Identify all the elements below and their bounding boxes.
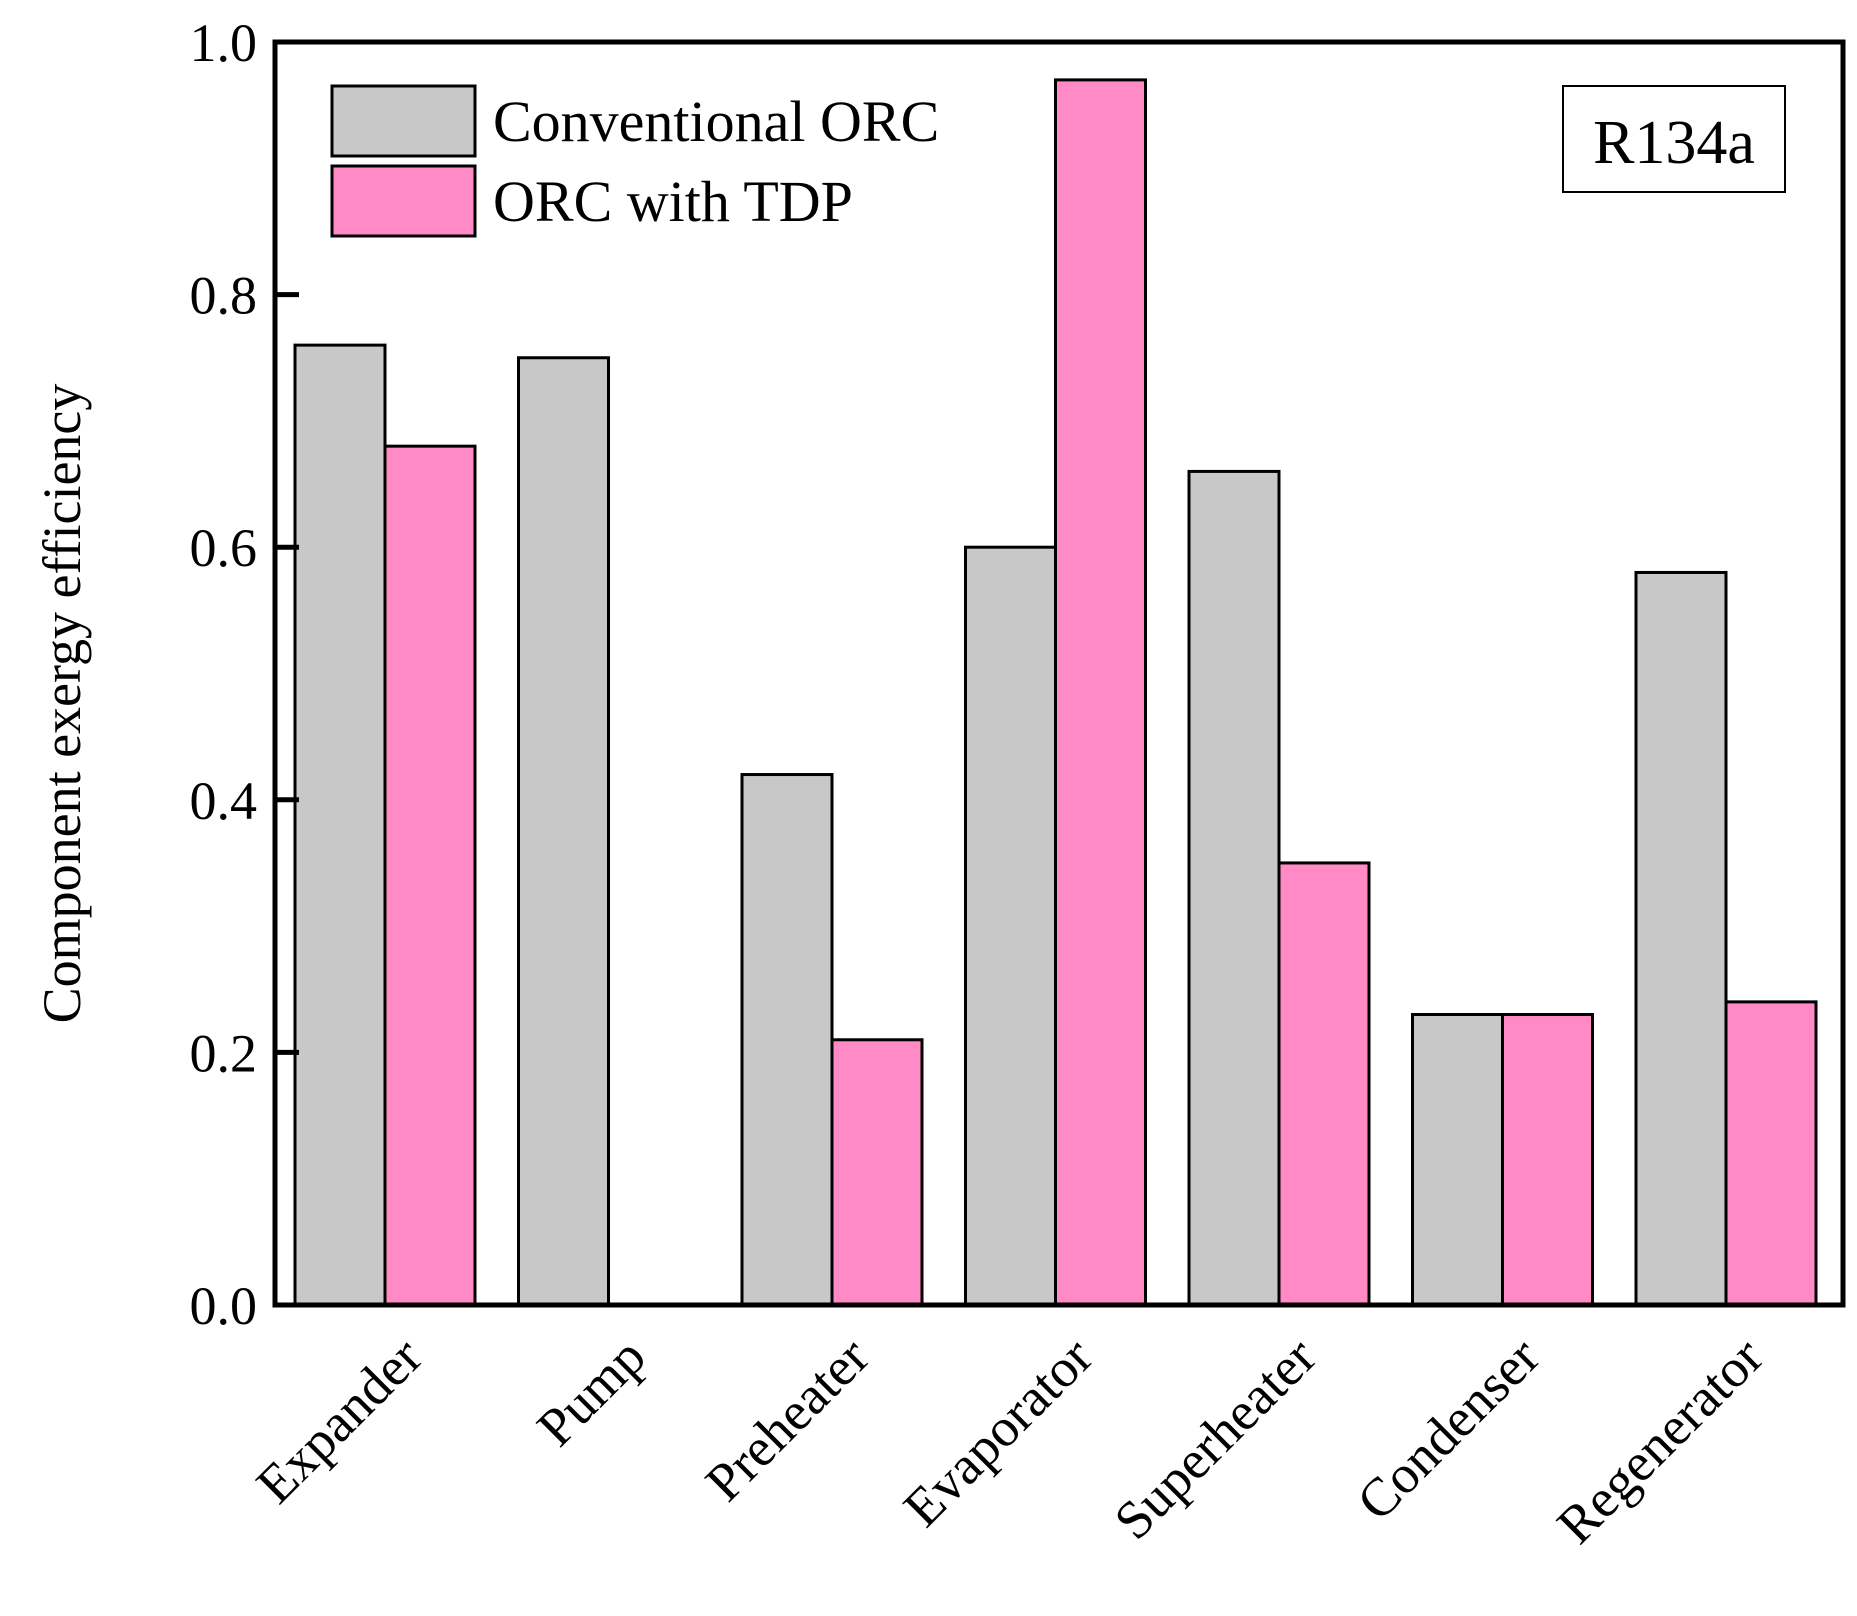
y-tick-label: 0.2: [190, 1023, 258, 1083]
annotation-frame: [1562, 85, 1786, 193]
legend: Conventional ORC ORC with TDP: [330, 84, 939, 238]
x-tick-label-pump: Pump: [525, 1326, 657, 1458]
annotation-box: R134a: [1562, 85, 1786, 193]
bar-evaporator-conventional: [964, 545, 1057, 1307]
bar-superheater-conventional: [1187, 469, 1281, 1307]
x-tick-labels: Expander Pump Preheater EvaporatorSuperheat…: [245, 1326, 1775, 1555]
axes-layer: [272, 39, 1846, 1308]
bar-regenerator-tdp: [1724, 1000, 1818, 1307]
x-tick-label-condenser: Condenser: [1345, 1326, 1551, 1532]
bar-preheater-conventional: [740, 773, 834, 1307]
legend-label-tdp: ORC with TDP: [493, 169, 853, 234]
bar-regenerator-conventional: [1634, 570, 1728, 1307]
legend-swatch-tdp: [330, 164, 477, 238]
plot-frame: [272, 39, 1846, 1308]
bar-evaporator-tdp: [1054, 78, 1147, 1307]
y-tick-label: 1.0: [190, 13, 258, 73]
legend-swatch-conventional: [330, 84, 477, 158]
y-tick-label: 0.8: [190, 266, 258, 326]
bar-expander-tdp: [383, 444, 477, 1307]
x-tick-label-superheater: Superheater: [1103, 1326, 1328, 1551]
bar-expander-conventional: [293, 343, 387, 1307]
annotation-label: R134a: [1593, 109, 1755, 177]
x-tick-label-preheater: Preheater: [694, 1326, 881, 1513]
bar-condenser-tdp: [1501, 1013, 1594, 1307]
bar-preheater-tdp: [830, 1038, 924, 1307]
y-axis-title: Component exergy efficiency: [32, 384, 92, 1024]
y-ticks: 0.0 0.2 0.4 0.6 0.8 1.0: [190, 13, 299, 1336]
y-tick-label: 0.0: [190, 1276, 258, 1336]
bar-superheater-tdp: [1277, 861, 1371, 1307]
bar-condenser-conventional: [1411, 1013, 1504, 1307]
y-tick-label: 0.6: [190, 518, 258, 578]
bars-layer: [293, 78, 1818, 1307]
legend-label-conventional: Conventional ORC: [493, 89, 939, 154]
bar-pump-conventional: [517, 356, 610, 1307]
y-tick-label: 0.4: [190, 771, 258, 831]
x-tick-label-evaporator: Evaporator: [892, 1326, 1104, 1538]
x-tick-label-expander: Expander: [245, 1326, 434, 1515]
x-tick-label-regenerator: Regenerator: [1545, 1326, 1774, 1555]
